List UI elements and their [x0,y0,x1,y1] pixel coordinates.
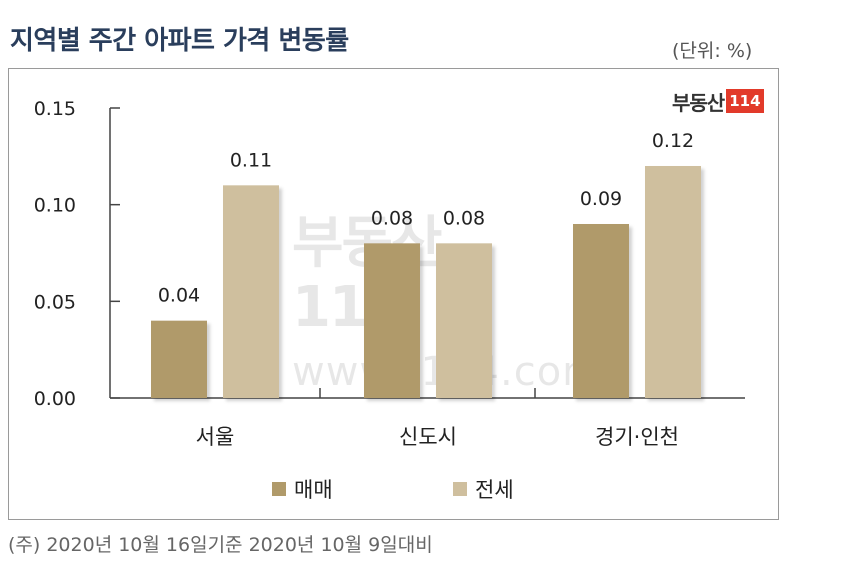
bar [436,243,492,398]
legend-swatch [272,482,286,496]
chart-title: 지역별 주간 아파트 가격 변동률 [10,26,349,56]
brand-logo: 부동산 114 [672,86,764,116]
x-category-label: 신도시 [399,425,457,449]
bar [573,224,629,398]
legend-label: 매매 [294,478,333,502]
legend-label: 전세 [475,478,514,502]
y-tick-label: 0.05 [34,291,76,313]
data-label: 0.08 [443,207,485,229]
y-tick-label: 0.00 [34,388,76,410]
footnote: (주) 2020년 10월 16일기준 2020년 10월 9일대비 [8,534,433,556]
legend-group: 매매 전세 [272,478,514,502]
bar [645,166,701,398]
data-label: 0.04 [158,285,200,307]
labels-group: 0.04 0.11 서울 0.08 0.08 신도시 0.09 0.12 경기·인천 [158,130,694,449]
legend-swatch [453,482,467,496]
data-label: 0.08 [371,207,413,229]
x-category-label: 서울 [196,425,235,449]
bars-group [151,166,701,398]
data-label: 0.11 [230,149,272,171]
unit-label: (단위: %) [672,40,753,62]
logo-number-box: 114 [726,89,764,113]
y-tick-label: 0.15 [34,98,76,120]
data-label: 0.09 [580,188,622,210]
bar [364,243,420,398]
x-category-label: 경기·인천 [595,425,679,449]
bar [151,320,207,398]
data-label: 0.12 [652,130,694,152]
y-tick-label: 0.10 [34,195,76,217]
axes-group: 0.00 0.05 0.10 0.15 [34,98,745,410]
logo-text: 부동산 [672,90,725,115]
bar [223,185,279,398]
